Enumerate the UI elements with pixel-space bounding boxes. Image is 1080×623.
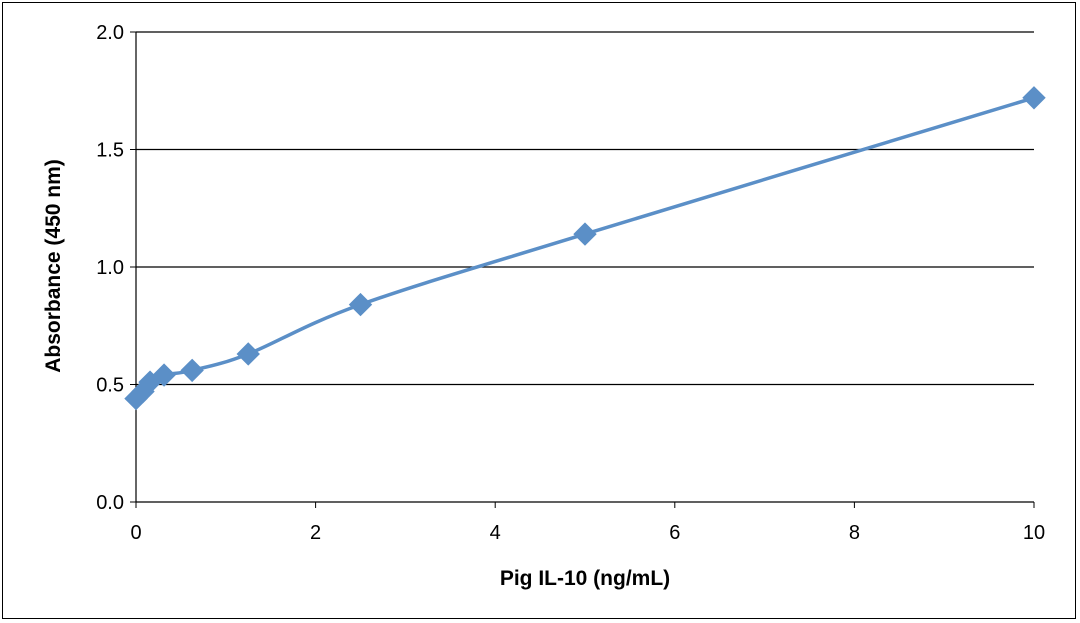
data-point-6 xyxy=(348,292,373,317)
y-tick-label-1: 0.5 xyxy=(96,375,124,397)
x-tick-labels: 0 2 4 6 8 10 xyxy=(130,522,1045,544)
series xyxy=(124,86,1046,411)
y-tick-label-3: 1.5 xyxy=(96,140,124,162)
x-tick-label-0: 0 xyxy=(130,522,141,544)
x-tick-label-5: 10 xyxy=(1023,522,1045,544)
gridlines xyxy=(136,31,1034,386)
axes xyxy=(130,31,1035,508)
data-point-8 xyxy=(1022,86,1046,110)
x-tick-label-1: 2 xyxy=(310,522,321,544)
y-tick-label-0: 0.0 xyxy=(96,492,124,514)
x-tick-label-3: 6 xyxy=(669,522,680,544)
y-tick-label-2: 1.0 xyxy=(96,257,124,279)
y-axis-title: Absorbance (450 nm) xyxy=(42,159,65,373)
series-line-0 xyxy=(134,96,1036,401)
data-point-3 xyxy=(152,363,176,387)
y-tick-labels: 0.0 0.5 1.0 1.5 2.0 xyxy=(96,22,124,514)
data-point-7 xyxy=(573,222,597,246)
x-tick-label-4: 8 xyxy=(849,522,860,544)
data-point-5 xyxy=(236,342,260,366)
x-tick-label-2: 4 xyxy=(490,522,501,544)
y-tick-label-4: 2.0 xyxy=(96,22,124,44)
data-point-4 xyxy=(180,358,204,383)
x-axis-title: Pig IL-10 (ng/mL) xyxy=(500,567,670,590)
